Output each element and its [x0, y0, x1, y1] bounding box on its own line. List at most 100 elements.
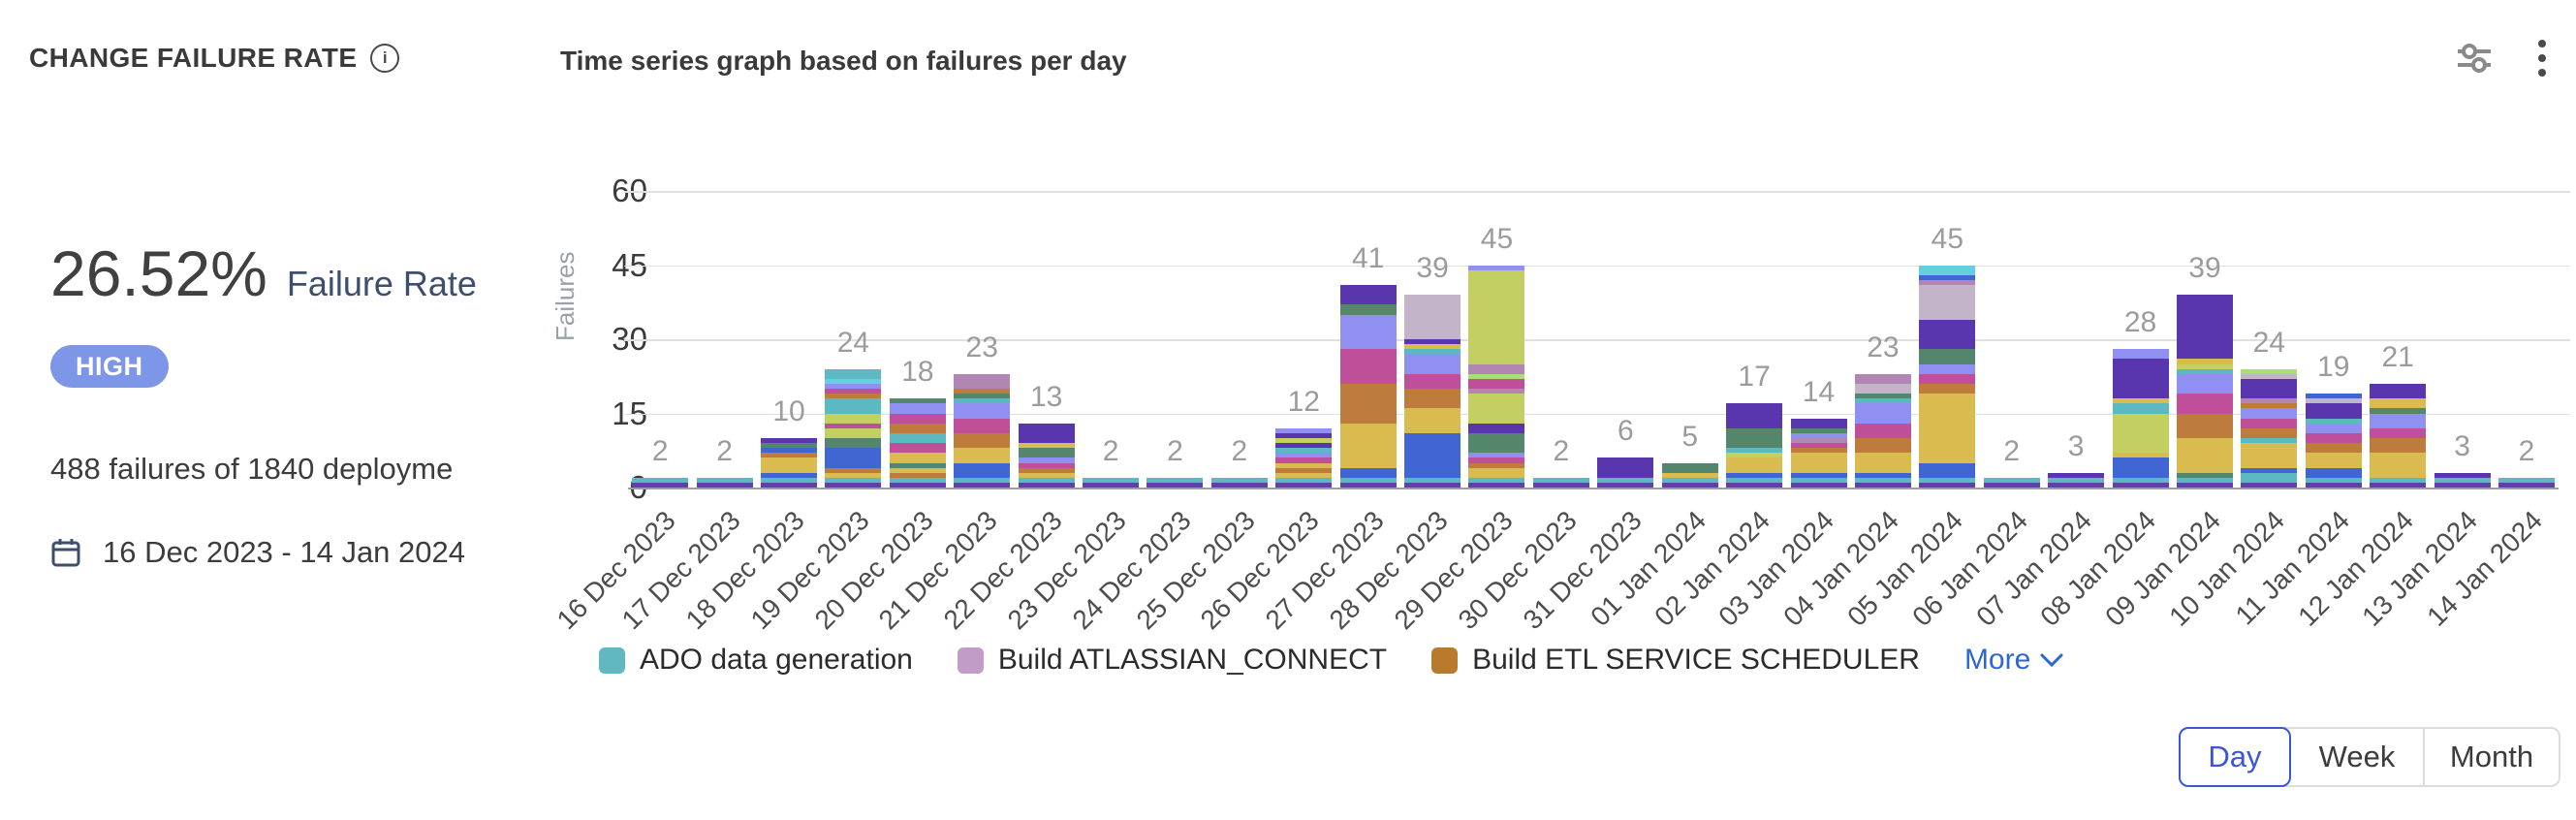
bar-segment[interactable] — [761, 443, 818, 449]
stacked-bar[interactable] — [1661, 462, 1718, 488]
stacked-bar[interactable] — [889, 398, 946, 488]
stacked-bar[interactable] — [696, 477, 753, 488]
bar-segment[interactable] — [1854, 472, 1911, 478]
bar-segment[interactable] — [1468, 265, 1525, 270]
bar-segment[interactable] — [1790, 418, 1847, 428]
bar-segment[interactable] — [1404, 389, 1461, 409]
bar-segment[interactable] — [1339, 314, 1397, 350]
bar-segment[interactable] — [2241, 368, 2298, 374]
bar-segment[interactable] — [1404, 477, 1461, 483]
bar-segment[interactable] — [2176, 373, 2233, 394]
bar-segment[interactable] — [889, 482, 946, 488]
stacked-bar[interactable] — [2241, 368, 2298, 488]
stacked-bar[interactable] — [954, 373, 1011, 488]
bar-segment[interactable] — [825, 413, 882, 424]
bar-segment[interactable] — [1404, 482, 1461, 488]
bar-segment[interactable] — [1468, 373, 1525, 379]
bar-segment[interactable] — [761, 438, 818, 444]
granularity-week-button[interactable]: Week — [2318, 740, 2396, 773]
bar-segment[interactable] — [1661, 462, 1718, 473]
bar-segment[interactable] — [1018, 462, 1075, 468]
bar-segment[interactable] — [1018, 482, 1075, 488]
bar-segment[interactable] — [2176, 413, 2233, 439]
bar-segment[interactable] — [825, 472, 882, 478]
bar-segment[interactable] — [2241, 408, 2298, 419]
bar-segment[interactable] — [632, 477, 689, 483]
bar-segment[interactable] — [2048, 482, 2105, 488]
bar-segment[interactable] — [2112, 398, 2169, 404]
bar-segment[interactable] — [1919, 319, 1976, 350]
bar-segment[interactable] — [1726, 477, 1783, 483]
bar-segment[interactable] — [954, 403, 1011, 419]
bar-segment[interactable] — [889, 477, 946, 483]
bar-segment[interactable] — [2112, 349, 2169, 360]
bar-segment[interactable] — [2370, 383, 2427, 399]
bar-segment[interactable] — [1661, 482, 1718, 488]
bar-segment[interactable] — [1854, 453, 1911, 473]
bar-segment[interactable] — [2112, 403, 2169, 414]
bar-segment[interactable] — [1275, 448, 1333, 454]
bar-segment[interactable] — [825, 438, 882, 449]
bar-segment[interactable] — [1597, 457, 1654, 478]
bar-segment[interactable] — [1919, 274, 1976, 280]
bar-segment[interactable] — [889, 467, 946, 473]
bar-segment[interactable] — [825, 448, 882, 468]
bar-segment[interactable] — [954, 398, 1011, 404]
bar-segment[interactable] — [1919, 477, 1976, 483]
bar-segment[interactable] — [1404, 408, 1461, 433]
stacked-bar[interactable] — [2497, 477, 2555, 488]
bar-segment[interactable] — [2176, 482, 2233, 488]
bar-segment[interactable] — [1854, 398, 1911, 404]
bar-segment[interactable] — [889, 432, 946, 444]
bar-segment[interactable] — [825, 398, 882, 414]
bar-segment[interactable] — [1790, 477, 1847, 483]
bar-segment[interactable] — [1919, 462, 1976, 478]
bar-segment[interactable] — [2370, 408, 2427, 414]
bar-segment[interactable] — [2048, 477, 2105, 483]
bar-segment[interactable] — [2048, 472, 2105, 478]
bar-segment[interactable] — [1275, 443, 1333, 449]
bar-segment[interactable] — [1919, 265, 1976, 275]
bar-segment[interactable] — [1468, 423, 1525, 433]
bar-segment[interactable] — [1790, 443, 1847, 449]
bar-segment[interactable] — [2241, 378, 2298, 399]
bar-segment[interactable] — [1275, 462, 1333, 468]
bar-segment[interactable] — [954, 418, 1011, 433]
stacked-bar[interactable] — [2434, 472, 2491, 488]
stacked-bar[interactable] — [2048, 472, 2105, 488]
bar-segment[interactable] — [1468, 389, 1525, 394]
bar-segment[interactable] — [2370, 398, 2427, 409]
bar-segment[interactable] — [1468, 477, 1525, 483]
legend-more-link[interactable]: More — [1964, 644, 2063, 677]
stacked-bar[interactable] — [1597, 457, 1654, 488]
bar-segment[interactable] — [2241, 467, 2298, 473]
bar-segment[interactable] — [1468, 378, 1525, 390]
bar-segment[interactable] — [2176, 363, 2233, 369]
bar-segment[interactable] — [825, 477, 882, 483]
bar-segment[interactable] — [1275, 438, 1333, 444]
bar-segment[interactable] — [2370, 482, 2427, 488]
stacked-bar[interactable] — [2305, 394, 2362, 488]
bar-segment[interactable] — [2370, 453, 2427, 478]
bar-segment[interactable] — [1018, 448, 1075, 458]
bar-segment[interactable] — [1790, 453, 1847, 473]
bar-segment[interactable] — [1339, 284, 1397, 305]
bar-segment[interactable] — [1275, 457, 1333, 463]
bar-segment[interactable] — [1018, 443, 1075, 449]
bar-segment[interactable] — [1018, 477, 1075, 483]
info-icon[interactable]: i — [370, 44, 400, 73]
stacked-bar[interactable] — [2370, 383, 2427, 488]
stacked-bar[interactable] — [1790, 418, 1847, 488]
bar-segment[interactable] — [1339, 482, 1397, 488]
bar-segment[interactable] — [1275, 477, 1333, 483]
bar-segment[interactable] — [2370, 413, 2427, 428]
bar-segment[interactable] — [2112, 413, 2169, 454]
bar-segment[interactable] — [1919, 394, 1976, 463]
bar-segment[interactable] — [2241, 443, 2298, 468]
kebab-menu-icon[interactable] — [2537, 39, 2547, 78]
bar-segment[interactable] — [1404, 339, 1461, 345]
bar-segment[interactable] — [2241, 482, 2298, 488]
bar-segment[interactable] — [2497, 482, 2555, 488]
bar-segment[interactable] — [889, 403, 946, 414]
bar-segment[interactable] — [696, 482, 753, 488]
